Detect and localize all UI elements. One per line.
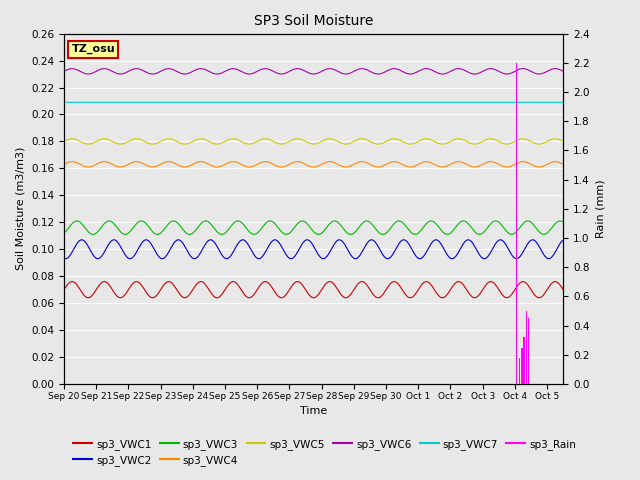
Bar xyxy=(524,337,525,384)
Bar xyxy=(525,311,527,384)
Y-axis label: Rain (mm): Rain (mm) xyxy=(595,180,605,238)
Title: SP3 Soil Moisture: SP3 Soil Moisture xyxy=(254,14,373,28)
Text: TZ_osu: TZ_osu xyxy=(72,44,115,54)
X-axis label: Time: Time xyxy=(300,406,327,416)
Y-axis label: Soil Moisture (m3/m3): Soil Moisture (m3/m3) xyxy=(15,147,26,271)
Bar xyxy=(528,318,529,384)
Bar xyxy=(519,358,520,384)
Bar xyxy=(522,348,523,384)
Legend: sp3_VWC1, sp3_VWC2, sp3_VWC3, sp3_VWC4, sp3_VWC5, sp3_VWC6, sp3_VWC7, sp3_Rain: sp3_VWC1, sp3_VWC2, sp3_VWC3, sp3_VWC4, … xyxy=(69,435,580,470)
Bar xyxy=(516,63,517,384)
